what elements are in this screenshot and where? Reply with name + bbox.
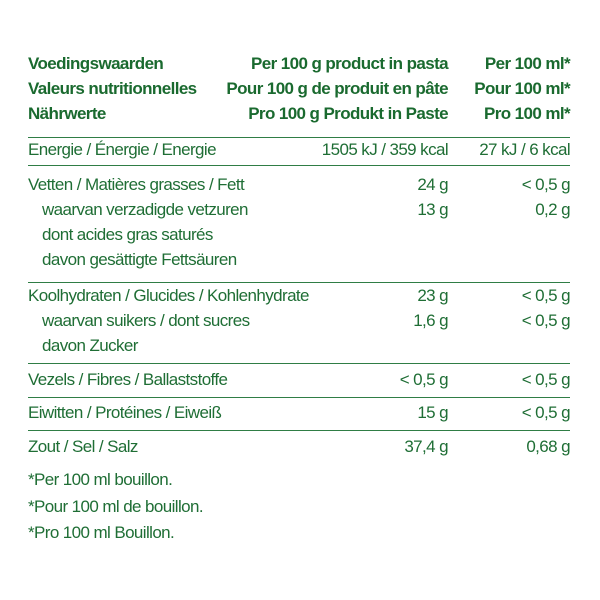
value-per-100ml: < 0,5 g (521, 175, 571, 194)
table-row-saturates: waarvan verzadigde vetzuren 13 g 0,2 g (28, 198, 571, 222)
value-per-100ml: < 0,5 g (521, 370, 571, 389)
value-per-100g: 1505 kJ / 359 kcal (321, 140, 449, 159)
table-row-saturates-de: davon gesättigte Fettsäuren (28, 248, 570, 272)
row-label: waarvan verzadigde vetzuren (42, 200, 248, 219)
value-per-100g: 37,4 g (404, 437, 448, 456)
footnote: *Pro 100 ml Bouillon. (28, 521, 570, 545)
divider (28, 137, 570, 138)
value-per-100ml: 0,2 g (535, 200, 570, 219)
value-per-100g: 15 g (417, 403, 448, 422)
row-label: davon gesättigte Fettsäuren (42, 250, 237, 269)
header-label: Voedingswaarden (28, 54, 164, 73)
row-label: Energie / Énergie / Energie (28, 140, 217, 159)
divider (28, 363, 570, 364)
footnote-de: *Pro 100 ml Bouillon. (28, 523, 175, 542)
table-row-fat: Vetten / Matières grasses / Fett 24 g < … (28, 173, 571, 197)
header-row: Voedingswaarden Per 100 g product in pas… (28, 52, 571, 76)
divider (28, 282, 570, 283)
footnote: *Pour 100 ml de bouillon. (28, 495, 570, 519)
table-row-fibre: Vezels / Fibres / Ballaststoffe < 0,5 g … (28, 368, 571, 392)
row-label: Eiwitten / Protéines / Eiweiß (28, 403, 222, 422)
divider (28, 397, 570, 398)
table-row-sugars: waarvan suikers / dont sucres 1,6 g < 0,… (28, 309, 571, 333)
header-label: Nährwerte (28, 104, 106, 123)
header-col2: Pour 100 g de produit en pâte (226, 79, 448, 98)
row-label: dont acides gras saturés (42, 225, 213, 244)
header-col3: Per 100 ml* (484, 54, 571, 73)
row-label: davon Zucker (42, 336, 138, 355)
header-col2: Per 100 g product in pasta (251, 54, 449, 73)
row-label: Zout / Sel / Salz (28, 437, 138, 456)
footnote-nl: *Per 100 ml bouillon. (28, 470, 173, 489)
table-row-energy: Energie / Énergie / Energie 1505 kJ / 35… (28, 138, 571, 162)
header-row: Valeurs nutritionnelles Pour 100 g de pr… (28, 77, 571, 101)
header-col3: Pour 100 ml* (474, 79, 570, 98)
value-per-100ml: 0,68 g (526, 437, 570, 456)
header-col2: Pro 100 g Produkt in Paste (248, 104, 448, 123)
header-row: Nährwerte Pro 100 g Produkt in Paste Pro… (28, 102, 571, 126)
value-per-100g: 23 g (417, 286, 448, 305)
footnote-fr: *Pour 100 ml de bouillon. (28, 497, 204, 516)
value-per-100g: 24 g (417, 175, 448, 194)
table-row-carbs: Koolhydraten / Glucides / Kohlenhydrate … (28, 284, 571, 308)
value-per-100ml: 27 kJ / 6 kcal (479, 140, 570, 159)
footnote: *Per 100 ml bouillon. (28, 468, 570, 492)
row-label: Vezels / Fibres / Ballaststoffe (28, 370, 228, 389)
row-label: waarvan suikers / dont sucres (42, 311, 250, 330)
value-per-100g: 13 g (417, 200, 448, 219)
header-label: Valeurs nutritionnelles (28, 79, 197, 98)
value-per-100ml: < 0,5 g (521, 286, 571, 305)
table-row-protein: Eiwitten / Protéines / Eiweiß 15 g < 0,5… (28, 401, 571, 425)
value-per-100g: 1,6 g (413, 311, 448, 330)
value-per-100ml: < 0,5 g (521, 403, 571, 422)
divider (28, 430, 570, 431)
table-row-saturates-fr: dont acides gras saturés (28, 223, 570, 247)
table-row-sugars-de: davon Zucker (28, 334, 570, 358)
value-per-100g: < 0,5 g (399, 370, 449, 389)
value-per-100ml: < 0,5 g (521, 311, 571, 330)
divider (28, 165, 570, 166)
row-label: Vetten / Matières grasses / Fett (28, 175, 245, 194)
table-row-salt: Zout / Sel / Salz 37,4 g 0,68 g (28, 435, 571, 459)
row-label: Koolhydraten / Glucides / Kohlenhydrate (28, 286, 310, 305)
header-col3: Pro 100 ml* (483, 104, 571, 123)
